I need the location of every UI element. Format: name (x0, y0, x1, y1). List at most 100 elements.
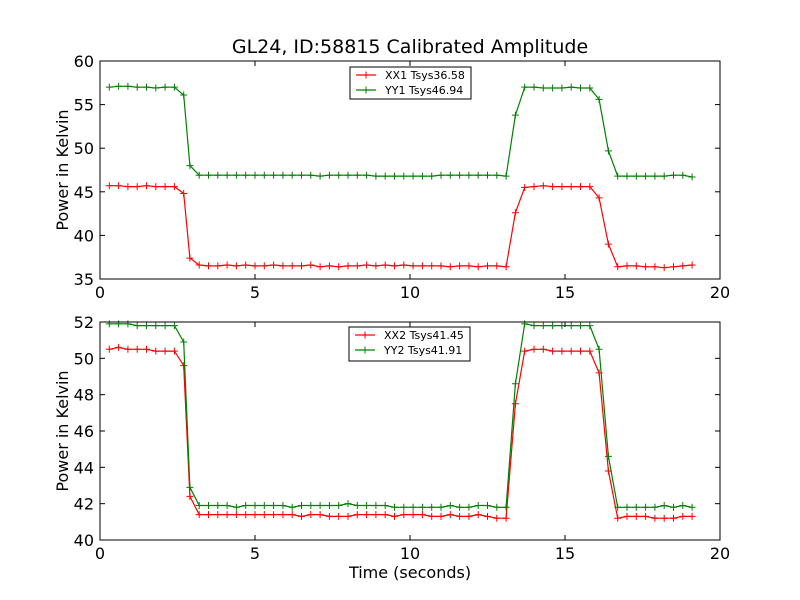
data-point (105, 83, 113, 91)
data-point (316, 172, 324, 180)
data-point (484, 262, 491, 270)
data-point (133, 345, 141, 353)
data-point (161, 83, 169, 91)
data-point (381, 261, 389, 269)
y-tick-label: 52 (74, 313, 94, 332)
data-point (511, 380, 519, 388)
data-point (288, 262, 296, 270)
data-point (530, 83, 538, 91)
legend-label: XX1 Tsys36.58 (385, 69, 465, 82)
data-point (688, 261, 696, 269)
data-point (143, 182, 150, 190)
data-point (251, 262, 259, 270)
data-point (511, 400, 519, 408)
data-point (688, 503, 696, 511)
y-tick-label: 40 (74, 531, 94, 550)
data-point (232, 171, 240, 179)
data-point (679, 171, 687, 179)
data-point (115, 343, 123, 351)
data-point (279, 511, 287, 519)
data-point (604, 147, 612, 155)
data-point (288, 171, 296, 179)
data-point (409, 503, 417, 511)
data-point (363, 511, 371, 519)
series-line (109, 346, 693, 519)
data-point (298, 171, 305, 179)
data-point (143, 83, 150, 91)
data-point (623, 512, 631, 520)
data-point (614, 503, 622, 511)
data-point (115, 82, 123, 90)
data-point (465, 512, 473, 520)
data-point (251, 171, 259, 179)
data-point (642, 503, 650, 511)
data-point (279, 262, 287, 270)
data-point (260, 171, 268, 179)
data-point (409, 511, 417, 519)
data-point (474, 263, 482, 271)
data-point (577, 84, 584, 92)
data-point (586, 347, 594, 355)
data-point (335, 512, 343, 520)
data-point (152, 183, 160, 191)
x-tick-label: 15 (555, 544, 575, 563)
x-tick-label: 0 (95, 544, 105, 563)
data-point (530, 345, 538, 353)
y-tick-label: 45 (74, 183, 94, 202)
data-point (260, 501, 268, 509)
data-point (186, 483, 194, 491)
legend-marker (362, 71, 370, 79)
series-line (109, 185, 693, 269)
y-tick-label: 55 (74, 96, 94, 115)
data-point (418, 262, 426, 270)
data-point (651, 503, 659, 511)
legend-box (349, 66, 472, 100)
data-point (651, 263, 659, 271)
data-point (143, 322, 150, 330)
data-point (214, 501, 222, 509)
y-tick-label: 60 (74, 52, 94, 71)
data-point (391, 172, 398, 180)
data-point (586, 183, 594, 191)
data-point (242, 511, 250, 519)
data-point (180, 91, 188, 99)
data-point (195, 261, 203, 269)
data-point (115, 320, 123, 328)
data-point (511, 111, 519, 119)
data-point (400, 261, 408, 269)
data-point (623, 503, 631, 511)
y-axis-label: Power in Kelvin (53, 109, 72, 230)
data-point (679, 262, 687, 270)
data-point (502, 514, 510, 522)
y-axis-label: Power in Kelvin (53, 370, 72, 491)
y-tick-label: 46 (74, 422, 94, 441)
data-point (632, 172, 640, 180)
data-point (298, 512, 305, 520)
data-point (279, 501, 287, 509)
data-point (105, 320, 113, 328)
data-point (465, 503, 473, 511)
data-point (307, 261, 315, 269)
data-point (223, 501, 231, 509)
data-point (152, 84, 160, 92)
data-point (493, 262, 501, 270)
data-point (577, 183, 584, 191)
data-point (502, 172, 510, 180)
data-point (391, 512, 398, 520)
data-point (688, 512, 696, 520)
data-point (586, 84, 594, 92)
data-point (400, 503, 408, 511)
data-point (391, 262, 398, 270)
data-point (595, 194, 603, 202)
data-point (242, 171, 250, 179)
data-point (437, 503, 445, 511)
data-point (325, 512, 333, 520)
data-point (493, 171, 501, 179)
data-point (670, 514, 677, 522)
data-point (195, 171, 203, 179)
data-point (381, 501, 389, 509)
y-tick-label: 44 (74, 458, 94, 477)
data-point (567, 347, 575, 355)
data-point (539, 345, 547, 353)
